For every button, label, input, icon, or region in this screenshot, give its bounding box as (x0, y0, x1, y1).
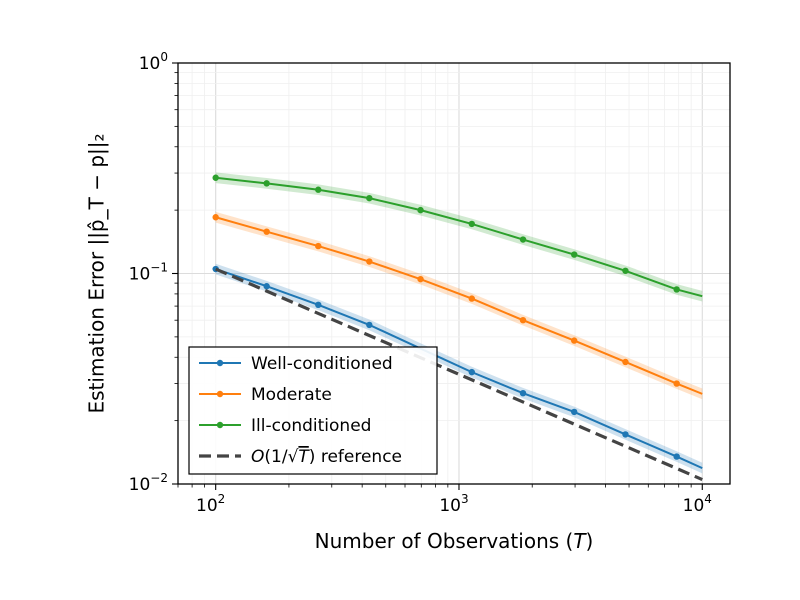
x-axis-title: Number of Observations (T) (315, 529, 594, 553)
tick-base: 10 (683, 496, 705, 516)
tick-base: 10 (129, 265, 151, 285)
data-point (622, 358, 629, 366)
data-point (468, 220, 476, 228)
reference-line-segment (215, 267, 703, 482)
y-tick-label: 10−1 (129, 261, 168, 285)
data-point (622, 431, 629, 438)
reference-line (215, 267, 703, 482)
data-point (315, 186, 322, 193)
tick-exponent: −2 (150, 471, 168, 485)
y-tick-label: 100 (139, 50, 168, 74)
data-point (212, 214, 219, 221)
data-point (673, 286, 680, 293)
data-point (263, 180, 270, 187)
data-point (468, 368, 476, 376)
tick-exponent: −1 (150, 261, 168, 275)
x-tick-label: 104 (683, 492, 712, 516)
legend-label-italic: T (298, 447, 310, 467)
tick-exponent: 3 (461, 492, 469, 506)
data-point (519, 236, 527, 243)
data-point (622, 267, 629, 274)
series-lines (212, 174, 703, 470)
legend-label: Moderate (251, 385, 332, 405)
data-point (519, 316, 527, 324)
tick-exponent: 4 (704, 492, 712, 506)
data-point (263, 228, 270, 235)
data-point (366, 194, 373, 202)
data-point (519, 389, 527, 397)
data-point (417, 275, 424, 283)
y-tick-label: 10−2 (129, 471, 168, 495)
legend-swatch-marker (216, 359, 224, 367)
confidence-band-0 (215, 263, 703, 474)
legend-label: O(1/√T) reference (251, 447, 402, 467)
data-point (571, 251, 578, 258)
legend-label-part: (1/√ (264, 447, 298, 467)
legend-box (188, 346, 438, 475)
data-point (417, 206, 424, 214)
data-point (315, 242, 322, 250)
data-point (571, 408, 578, 416)
data-point (263, 283, 270, 290)
legend-swatch-marker (216, 421, 224, 429)
data-point (366, 258, 373, 265)
tick-base: 10 (439, 496, 461, 516)
legend-label-italic: O (251, 447, 264, 467)
data-point (571, 337, 578, 344)
legend-label: Ill-conditioned (251, 416, 371, 436)
data-point (468, 295, 476, 302)
x-title-text: ) (586, 529, 594, 553)
legend-label-part: ) reference (309, 447, 402, 467)
tick-exponent: 0 (160, 50, 168, 64)
tick-base: 10 (139, 54, 161, 74)
y-axis-title: Estimation Error ||p̂_T − p||₂ (85, 133, 109, 413)
legend: Well-conditioned Moderate Ill-conditioned O… (188, 346, 438, 475)
data-point (366, 321, 373, 329)
legend-swatch-marker (216, 390, 224, 398)
tick-base: 10 (129, 475, 151, 495)
data-point (315, 301, 322, 309)
tick-exponent: 2 (218, 492, 226, 506)
data-point (673, 380, 680, 387)
tick-base: 10 (196, 496, 218, 516)
x-title-text: Number of Observations ( (315, 529, 574, 553)
data-point (212, 174, 219, 181)
x-title-var: T (573, 529, 587, 553)
legend-label: Well-conditioned (251, 354, 393, 374)
x-tick-label: 103 (439, 492, 468, 516)
x-tick-label: 102 (196, 492, 225, 516)
data-point (673, 453, 680, 460)
